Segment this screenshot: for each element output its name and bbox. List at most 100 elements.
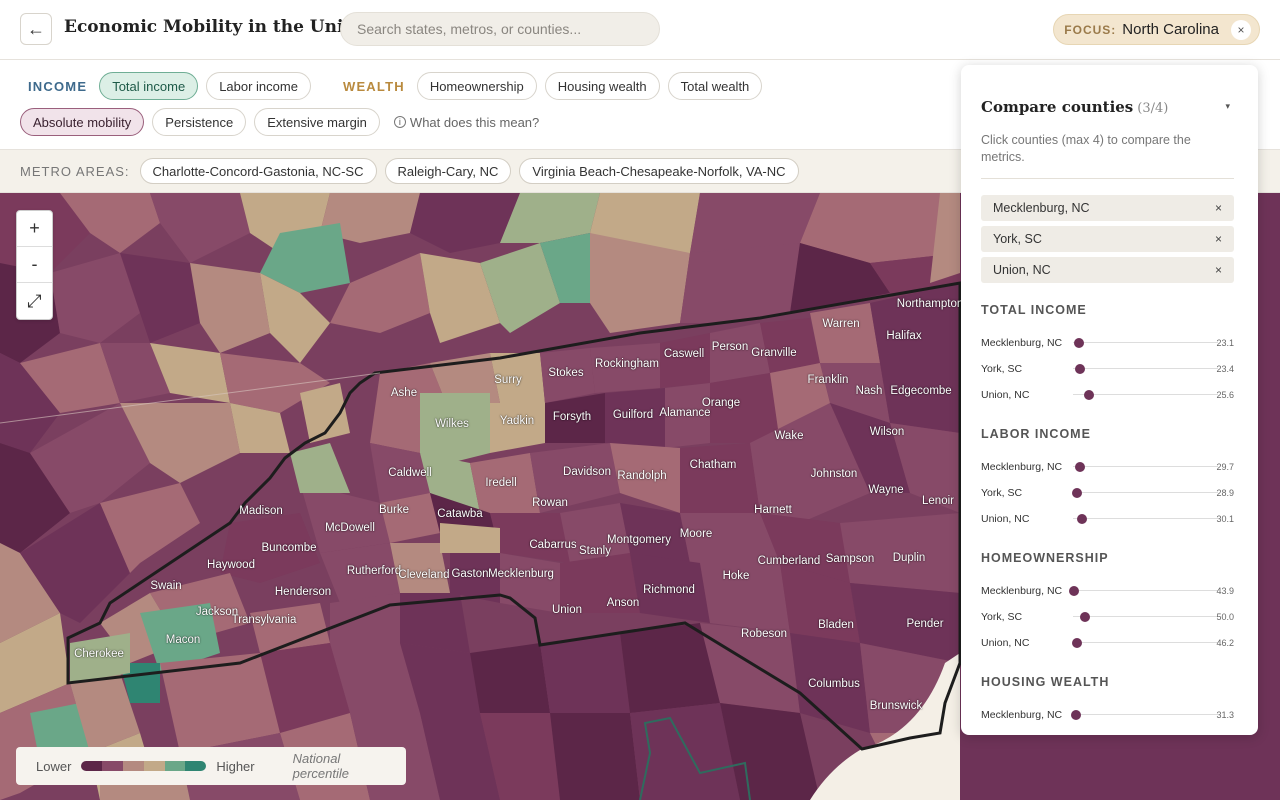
- county-label: Union: [551, 604, 583, 616]
- map-legend: Lower Higher National percentile: [16, 747, 406, 785]
- county-label: Transylvania: [231, 614, 297, 626]
- metric-track: [1072, 488, 1218, 498]
- chip-housing-wealth[interactable]: Housing wealth: [544, 72, 660, 100]
- metric-row: Mecklenburg, NC 43.9: [981, 578, 1234, 604]
- metro-label: METRO AREAS:: [20, 163, 130, 179]
- county-label: Madison: [239, 505, 283, 517]
- clear-focus-button[interactable]: ×: [1231, 19, 1251, 40]
- metric-county-name: Mecklenburg, NC: [981, 709, 1063, 721]
- county-label: Surry: [494, 374, 522, 386]
- info-link[interactable]: i What does this mean?: [393, 114, 540, 130]
- fullscreen-icon[interactable]: ⤢: [27, 290, 42, 311]
- choropleth-map[interactable]: Northampton Warren Halifax Caswell Perso…: [0, 193, 1280, 800]
- metric-track: [1073, 338, 1218, 348]
- county-label: Anson: [606, 597, 640, 609]
- metric-county-name: Union, NC: [981, 637, 1030, 649]
- metric-value: 29.7: [1216, 462, 1234, 472]
- collapse-caret-icon[interactable]: ▾: [1225, 101, 1230, 111]
- county-label: Johnston: [810, 468, 858, 480]
- county-label: Catawba: [437, 508, 483, 520]
- selected-county-outline: [639, 716, 751, 800]
- county-label: Lenoir: [922, 495, 954, 507]
- chip-extensive-margin[interactable]: Extensive margin: [254, 108, 380, 136]
- county-label: Franklin: [807, 374, 849, 386]
- metric-value: 28.9: [1216, 488, 1234, 498]
- metric-dot: [1079, 612, 1090, 622]
- focus-pill[interactable]: FOCUS: North Carolina ×: [1053, 14, 1260, 45]
- county-label: Person: [711, 341, 749, 353]
- selected-county-name: Mecklenburg, NC: [993, 201, 1090, 215]
- top-header: ← Economic Mobility in the United ... FO…: [0, 0, 1280, 60]
- county-label: Nash: [855, 385, 883, 397]
- metro-chip-raleigh[interactable]: Raleigh-Cary, NC: [384, 158, 512, 184]
- chip-total-wealth[interactable]: Total wealth: [667, 72, 763, 100]
- metric-row: Mecklenburg, NC 31.3: [981, 702, 1234, 728]
- county-label: Bladen: [818, 619, 854, 631]
- wealth-group-label: WEALTH: [342, 78, 405, 94]
- county-label: Swain: [150, 580, 182, 592]
- metric-value: 46.2: [1216, 638, 1234, 648]
- county-label: Wayne: [868, 484, 904, 496]
- page-title: Economic Mobility in the United ...: [64, 17, 398, 37]
- county-label: Davidson: [563, 466, 611, 478]
- remove-county-button[interactable]: ×: [1214, 263, 1222, 277]
- county-label: Columbus: [808, 678, 860, 690]
- metric-dot: [1075, 364, 1086, 374]
- search-input[interactable]: [340, 12, 660, 46]
- selected-counties: Mecklenburg, NC × York, SC × Union, NC ×: [981, 195, 1234, 288]
- chip-total-income[interactable]: Total income: [99, 72, 199, 100]
- metric-dot: [1073, 338, 1084, 348]
- metric-title: HOMEOWNERSHIP: [981, 551, 1109, 565]
- metric-block: LABOR INCOME Mecklenburg, NC 29.7 York, SC 2…: [981, 427, 1234, 532]
- selected-county-item: Mecklenburg, NC ×: [981, 195, 1234, 221]
- legend-swatch: [81, 761, 103, 771]
- county-label: Haywood: [207, 559, 255, 571]
- metro-chip-charlotte[interactable]: Charlotte-Concord-Gastonia, NC-SC: [139, 158, 377, 184]
- income-group-label: INCOME: [28, 78, 88, 94]
- chip-absolute-mobility[interactable]: Absolute mobility: [20, 108, 145, 136]
- metric-value: 23.1: [1216, 338, 1234, 348]
- county-label: Buncombe: [261, 542, 317, 554]
- metric-row: York, SC 28.9: [981, 480, 1234, 506]
- metric-value: 25.6: [1216, 390, 1234, 400]
- county-label: Cherokee: [74, 648, 124, 660]
- zoom-out-button[interactable]: -: [17, 247, 52, 283]
- metric-track: [1073, 364, 1218, 374]
- county-label: Wilkes: [435, 418, 469, 430]
- county-label: Burke: [378, 504, 410, 516]
- metric-county-name: York, SC: [981, 363, 1023, 375]
- metric-title: LABOR INCOME: [981, 427, 1091, 441]
- selected-county-name: Union, NC: [993, 263, 1051, 277]
- county-label: Macon: [165, 634, 201, 646]
- remove-county-button[interactable]: ×: [1214, 232, 1222, 246]
- zoom-in-button[interactable]: +: [17, 211, 52, 247]
- county-label: Brunswick: [869, 700, 923, 712]
- back-button[interactable]: ←: [20, 13, 52, 45]
- county-label: Jackson: [195, 606, 239, 618]
- county-label: Northampton: [896, 298, 964, 310]
- chip-persistence[interactable]: Persistence: [152, 108, 247, 136]
- metric-value: 31.3: [1216, 710, 1234, 720]
- county-label: Duplin: [892, 552, 926, 564]
- legend-swatch: [123, 761, 144, 771]
- metric-block: TOTAL INCOME Mecklenburg, NC 23.1 York, SC 2…: [981, 303, 1234, 408]
- metric-value: 43.9: [1216, 586, 1234, 596]
- remove-county-button[interactable]: ×: [1214, 201, 1222, 215]
- metric-county-name: Union, NC: [981, 513, 1030, 525]
- metric-row: Union, NC 25.6: [981, 382, 1234, 408]
- chip-labor-income[interactable]: Labor income: [206, 72, 311, 100]
- state-line-north: [0, 372, 381, 424]
- metric-dot: [1072, 638, 1083, 648]
- metric-row: INCOME Total income Labor income WEALTH …: [20, 72, 763, 100]
- metric-row: Union, NC 30.1: [981, 506, 1234, 532]
- county-label: Mecklenburg: [488, 568, 554, 580]
- county-label: Wilson: [869, 426, 905, 438]
- county-label: Orange: [701, 397, 741, 409]
- info-link-text: What does this mean?: [409, 114, 540, 130]
- county-label: Forsyth: [552, 411, 592, 423]
- legend-lower-label: Lower: [36, 758, 72, 774]
- legend-swatch: [143, 761, 165, 771]
- chip-homeownership[interactable]: Homeownership: [416, 72, 537, 100]
- metric-county-name: Mecklenburg, NC: [981, 337, 1063, 349]
- metro-chip-virginia-beach[interactable]: Virginia Beach-Chesapeake-Norfolk, VA-NC: [519, 158, 799, 184]
